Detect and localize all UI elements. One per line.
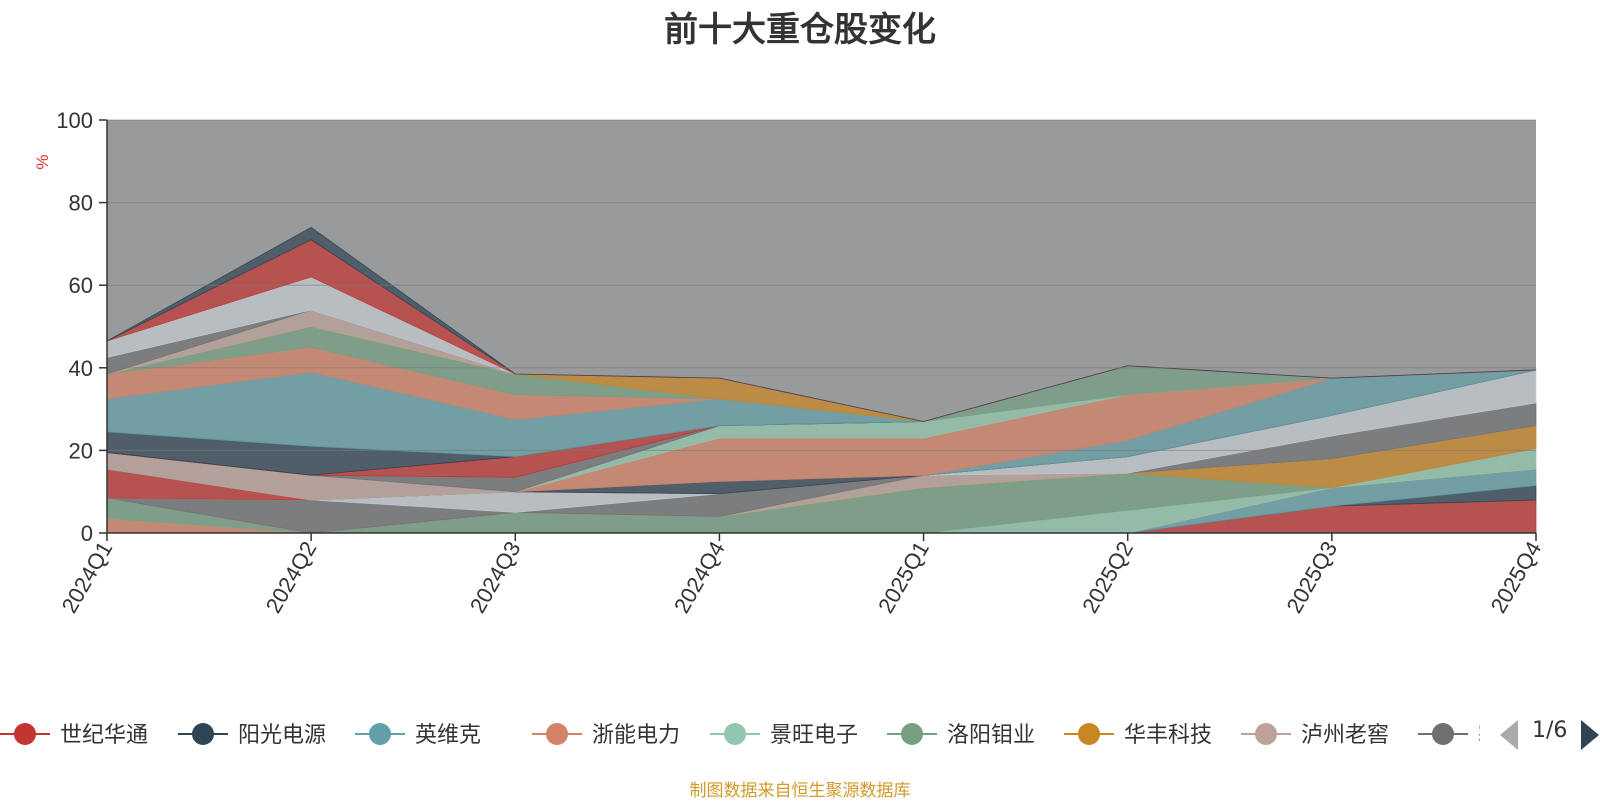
legend-label: 浙能电力 — [592, 723, 680, 748]
legend: 世纪华通 阳光电源 英维克 浙能电力 景旺电子 洛阳钼业 华丰科技 泸州老窖 寒武纪 — [0, 723, 1544, 748]
legend-marker — [14, 723, 36, 745]
legend-label: 华丰科技 — [1124, 723, 1212, 748]
legend-label: 景旺电子 — [770, 723, 858, 748]
x-tick-label: 2025Q4 — [1486, 537, 1547, 617]
y-tick-label: 100 — [56, 108, 93, 133]
legend-page-indicator: 1/6 — [1532, 718, 1568, 743]
legend-item[interactable]: 世纪华通 — [0, 723, 148, 748]
area-series-33 — [106, 226, 1537, 422]
x-tick-label: 2025Q1 — [873, 537, 934, 617]
legend-marker — [1078, 723, 1100, 745]
legend-marker — [369, 723, 391, 745]
legend-marker — [1432, 723, 1454, 745]
legend-item[interactable]: 阳光电源 — [178, 723, 326, 748]
x-tick-label: 2025Q3 — [1281, 537, 1342, 617]
x-tick-label: 2024Q4 — [669, 537, 730, 617]
legend-item[interactable]: 英维克 — [355, 723, 481, 748]
legend-prev-page-button[interactable] — [1500, 720, 1518, 750]
legend-marker — [724, 723, 746, 745]
legend-item[interactable]: 景旺电子 — [710, 723, 858, 748]
legend-label: 泸州老窖 — [1301, 723, 1389, 748]
legend-item[interactable]: 洛阳钼业 — [887, 723, 1035, 748]
legend-marker — [192, 723, 214, 745]
source-note: 制图数据来自恒生聚源数据库 — [689, 781, 911, 801]
x-tick-label: 2025Q2 — [1077, 537, 1138, 617]
legend-marker — [1255, 723, 1277, 745]
legend-next-page-button[interactable] — [1581, 720, 1599, 750]
legend-label: 世纪华通 — [60, 723, 148, 748]
y-axis-label: % — [33, 154, 52, 169]
y-tick-label: 80 — [69, 191, 93, 216]
x-tick-label: 2024Q2 — [261, 537, 322, 617]
legend-marker — [546, 723, 568, 745]
x-tick-label: 2024Q3 — [465, 537, 526, 617]
legend-item[interactable]: 浙能电力 — [532, 723, 680, 748]
y-tick-label: 40 — [69, 356, 93, 381]
area-layer — [106, 120, 1537, 534]
legend-item[interactable]: 泸州老窖 — [1241, 723, 1389, 748]
y-tick-label: 0 — [81, 521, 93, 546]
legend-label: 洛阳钼业 — [947, 723, 1035, 748]
y-tick-label: 20 — [69, 438, 93, 463]
chart-title: 前十大重仓股变化 — [664, 10, 936, 50]
x-tick-label: 2024Q1 — [57, 537, 118, 617]
legend-label: 英维克 — [415, 723, 481, 748]
legend-marker — [901, 723, 923, 745]
legend-label: 阳光电源 — [238, 723, 326, 748]
y-tick-label: 60 — [69, 273, 93, 298]
legend-item[interactable]: 寒武纪 — [1418, 723, 1544, 748]
legend-item[interactable]: 华丰科技 — [1064, 723, 1212, 748]
grid-layer — [107, 119, 1536, 451]
legend-label: 寒武纪 — [1478, 723, 1544, 748]
